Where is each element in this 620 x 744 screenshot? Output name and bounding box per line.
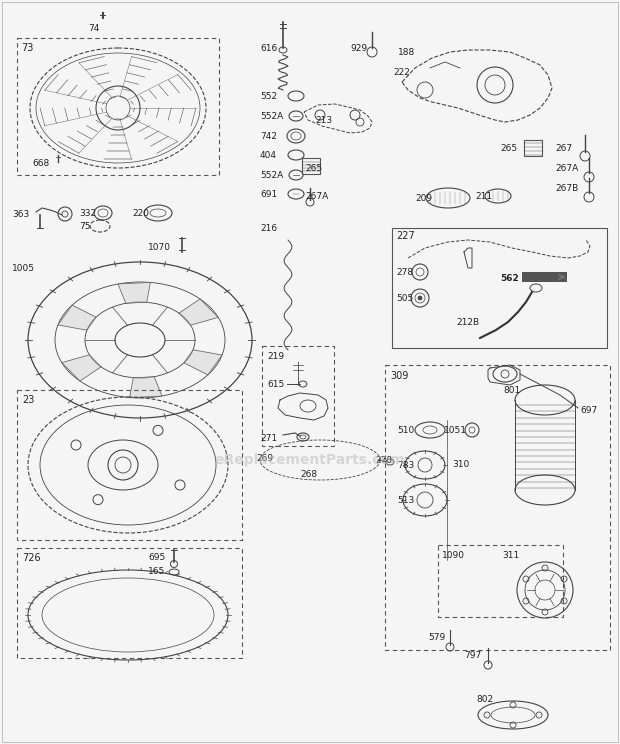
Text: 74: 74 xyxy=(88,24,99,33)
Polygon shape xyxy=(118,283,151,304)
Text: 695: 695 xyxy=(148,554,166,562)
Text: 552: 552 xyxy=(260,92,277,100)
Text: 212B: 212B xyxy=(456,318,479,327)
Text: eReplacementParts.com: eReplacementParts.com xyxy=(215,453,405,467)
Polygon shape xyxy=(130,376,162,397)
Text: 616: 616 xyxy=(260,43,277,53)
Polygon shape xyxy=(179,299,218,325)
Text: 267B: 267B xyxy=(555,184,578,193)
Text: 802: 802 xyxy=(476,696,493,705)
Text: 220: 220 xyxy=(132,208,149,217)
Text: 1090: 1090 xyxy=(442,551,465,560)
Text: 267A: 267A xyxy=(305,191,328,200)
Text: 267A: 267A xyxy=(555,164,578,173)
Text: 801: 801 xyxy=(503,385,520,394)
Text: 268: 268 xyxy=(300,469,317,478)
Text: 227: 227 xyxy=(396,231,415,241)
Text: 219: 219 xyxy=(267,351,284,361)
Polygon shape xyxy=(62,355,101,381)
Text: 270: 270 xyxy=(375,455,392,464)
Text: 311: 311 xyxy=(502,551,519,560)
Circle shape xyxy=(418,296,422,300)
Text: 75: 75 xyxy=(79,222,91,231)
Text: 165: 165 xyxy=(148,568,166,577)
Text: 73: 73 xyxy=(21,43,33,53)
Text: 188: 188 xyxy=(398,48,415,57)
Text: 579: 579 xyxy=(428,633,445,643)
Text: 513: 513 xyxy=(397,496,414,504)
Text: 310: 310 xyxy=(452,460,469,469)
Text: 309: 309 xyxy=(390,371,409,381)
Text: 668: 668 xyxy=(32,158,49,167)
Text: 267: 267 xyxy=(555,144,572,153)
Text: 697: 697 xyxy=(580,405,597,414)
Text: 404: 404 xyxy=(260,150,277,159)
Text: 929: 929 xyxy=(350,43,367,53)
Text: 783: 783 xyxy=(397,461,414,469)
Text: 278: 278 xyxy=(396,268,413,277)
Text: 265: 265 xyxy=(500,144,517,153)
Text: 269: 269 xyxy=(256,454,273,463)
Text: 797: 797 xyxy=(464,652,481,661)
Text: 552A: 552A xyxy=(260,112,283,121)
Bar xyxy=(302,158,320,174)
Text: 265: 265 xyxy=(305,164,322,173)
Text: 726: 726 xyxy=(22,553,41,563)
Text: 23: 23 xyxy=(22,395,34,405)
Text: 271: 271 xyxy=(260,434,277,443)
Text: 211: 211 xyxy=(475,191,492,200)
Text: 510: 510 xyxy=(397,426,414,434)
Text: 1070: 1070 xyxy=(148,243,171,251)
Text: 1051: 1051 xyxy=(444,426,467,434)
Text: 562: 562 xyxy=(500,274,519,283)
Text: 505: 505 xyxy=(396,293,414,303)
Text: 213: 213 xyxy=(315,115,332,124)
Text: 363: 363 xyxy=(12,210,29,219)
Bar xyxy=(392,228,607,348)
Bar xyxy=(524,140,542,156)
Text: 209: 209 xyxy=(415,193,432,202)
Text: 1005: 1005 xyxy=(12,263,35,272)
Text: 691: 691 xyxy=(260,190,277,199)
Polygon shape xyxy=(58,305,96,330)
Text: 742: 742 xyxy=(260,132,277,141)
Text: 222: 222 xyxy=(393,68,410,77)
Text: 615: 615 xyxy=(267,379,284,388)
Text: 552A: 552A xyxy=(260,170,283,179)
Text: 332: 332 xyxy=(79,208,96,217)
Polygon shape xyxy=(184,350,222,375)
Text: 216: 216 xyxy=(260,223,277,233)
Bar xyxy=(522,272,567,282)
